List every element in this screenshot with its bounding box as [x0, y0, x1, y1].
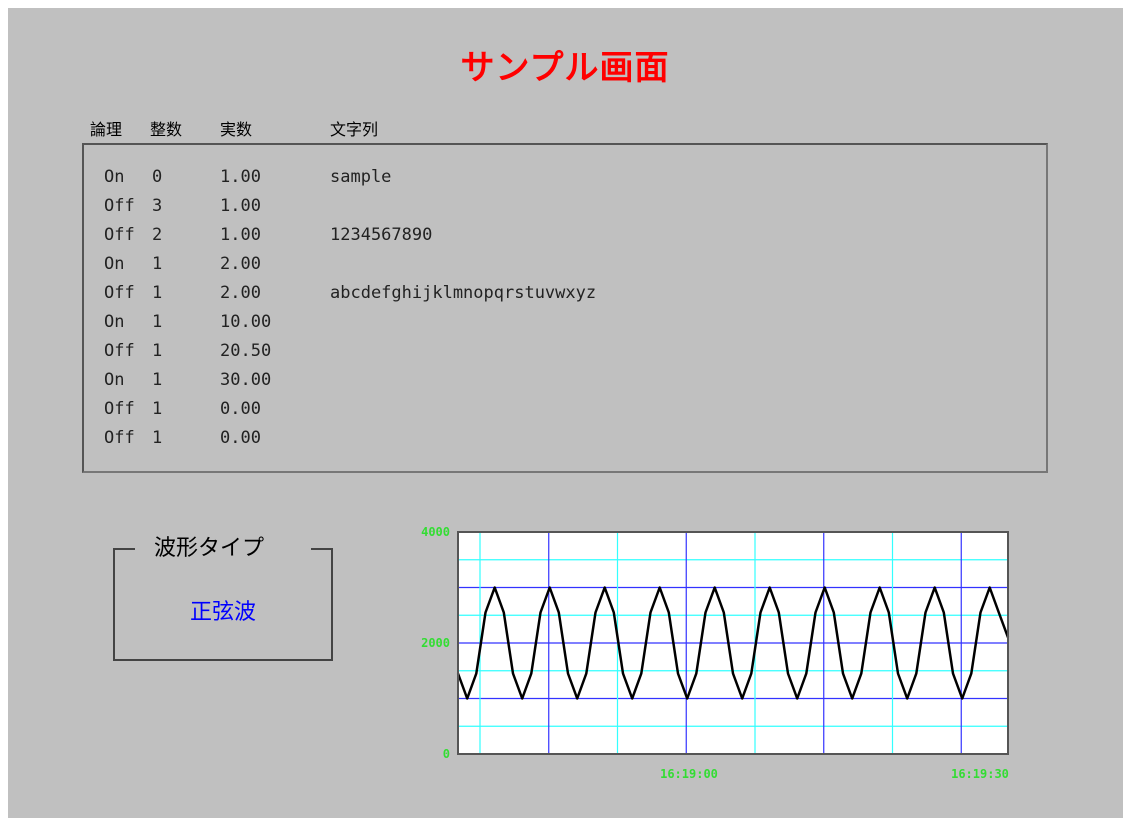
bool-cell: On — [104, 370, 125, 390]
x-tick-label: 16:19:00 — [660, 767, 718, 781]
real-cell: 1.00 — [220, 196, 261, 216]
int-cell: 1 — [152, 254, 163, 274]
int-cell: 1 — [152, 370, 163, 390]
bool-cell: Off — [104, 399, 135, 419]
int-cell: 2 — [152, 225, 163, 245]
list-row[interactable]: Off 1 0.00 — [84, 428, 1046, 457]
plot-frame — [457, 531, 1009, 755]
list-row[interactable]: Off 1 20.50 — [84, 341, 1046, 370]
bool-cell: Off — [104, 341, 135, 361]
y-tick-label: 2000 — [421, 636, 450, 650]
list-row[interactable]: Off 2 1.00 1234567890 — [84, 225, 1046, 254]
real-cell: 0.00 — [220, 428, 261, 448]
int-cell: 1 — [152, 341, 163, 361]
bool-cell: On — [104, 312, 125, 332]
real-cell: 1.00 — [220, 167, 261, 187]
trend-chart: 0 2000 4000 16:19:00 16:19:30 — [421, 525, 1010, 781]
bool-cell: Off — [104, 196, 135, 216]
int-cell: 1 — [152, 428, 163, 448]
list-row[interactable]: Off 1 0.00 — [84, 399, 1046, 428]
int-cell: 1 — [152, 312, 163, 332]
real-cell: 30.00 — [220, 370, 272, 390]
int-cell: 1 — [152, 399, 163, 419]
column-header-bool: 論理 — [90, 120, 123, 139]
bool-cell: Off — [104, 428, 135, 448]
data-list[interactable]: On 0 1.00 sample Off 3 1.00 Off 2 1.00 1… — [82, 143, 1048, 473]
list-row[interactable]: On 1 30.00 — [84, 370, 1046, 399]
real-cell: 20.50 — [220, 341, 272, 361]
str-cell: abcdefghijklmnopqrstuvwxyz — [330, 283, 597, 303]
list-row[interactable]: On 0 1.00 sample — [84, 167, 1046, 196]
real-cell: 0.00 — [220, 399, 261, 419]
int-cell: 3 — [152, 196, 163, 216]
bool-cell: Off — [104, 283, 135, 303]
column-header-real: 実数 — [220, 120, 253, 139]
page-title: サンプル画面 — [460, 48, 670, 88]
int-cell: 1 — [152, 283, 163, 303]
list-row[interactable]: On 1 10.00 — [84, 312, 1046, 341]
y-tick-label: 0 — [443, 747, 450, 761]
series-line — [456, 586, 1010, 700]
bool-cell: On — [104, 254, 125, 274]
bool-cell: On — [104, 167, 125, 187]
real-cell: 1.00 — [220, 225, 261, 245]
int-cell: 0 — [152, 167, 163, 187]
str-cell: 1234567890 — [330, 225, 433, 245]
column-header-int: 整数 — [150, 120, 183, 139]
list-row[interactable]: Off 1 2.00 abcdefghijklmnopqrstuvwxyz — [84, 283, 1046, 312]
list-row[interactable]: On 1 2.00 — [84, 254, 1046, 283]
list-row[interactable]: Off 3 1.00 — [84, 196, 1046, 225]
wave-type-value[interactable]: 正弦波 — [189, 600, 256, 625]
str-cell: sample — [330, 167, 392, 187]
x-tick-label: 16:19:30 — [951, 767, 1009, 781]
column-header-str: 文字列 — [330, 120, 379, 139]
real-cell: 2.00 — [220, 283, 261, 303]
wave-type-group — [113, 548, 333, 661]
wave-type-label: 波形タイプ — [148, 530, 271, 562]
bool-cell: Off — [104, 225, 135, 245]
real-cell: 10.00 — [220, 312, 272, 332]
real-cell: 2.00 — [220, 254, 261, 274]
y-tick-label: 4000 — [421, 525, 450, 539]
